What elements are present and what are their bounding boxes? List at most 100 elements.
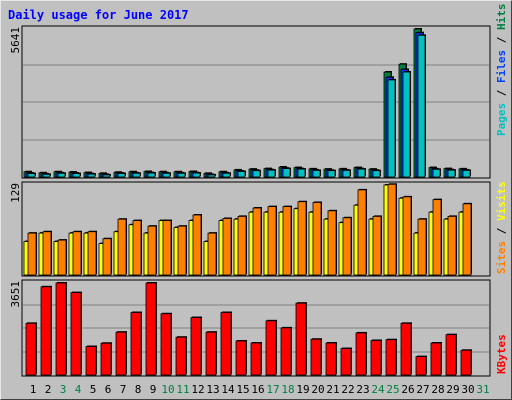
bar-kbytes-day-26 (400, 322, 412, 376)
bar-sites-day-13 (207, 232, 217, 276)
legend-part: Sites (495, 241, 508, 274)
x-tick-label-day-3: 3 (60, 383, 67, 396)
bar-sites-day-4 (72, 231, 82, 276)
x-tick-label-day-11: 11 (176, 383, 189, 396)
bar-sites-day-14 (222, 218, 232, 276)
bar-sites-day-8 (132, 220, 142, 276)
max-label-kbytes: 3651 (9, 281, 22, 308)
bar-pages-day-7 (117, 173, 126, 178)
bar-kbytes-day-21 (325, 342, 337, 376)
bar-sites-day-17 (267, 206, 277, 276)
bar-kbytes-day-3 (55, 282, 67, 376)
bar-sites-day-7 (117, 218, 127, 276)
bar-pages-day-24 (372, 170, 381, 178)
bar-kbytes-day-6 (100, 342, 112, 376)
x-tick-label-day-10: 10 (161, 383, 174, 396)
bar-pages-day-27 (417, 34, 426, 178)
bar-kbytes-day-13 (205, 331, 217, 376)
bar-kbytes-day-2 (40, 286, 52, 376)
bar-sites-day-27 (417, 218, 427, 276)
legend-kbytes: KBytes (495, 334, 508, 374)
x-tick-label-day-23: 23 (356, 383, 369, 396)
x-tick-label-day-17: 17 (266, 383, 279, 396)
bar-kbytes-day-14 (220, 312, 232, 376)
x-tick-label-day-29: 29 (446, 383, 459, 396)
x-tick-label-day-7: 7 (120, 383, 127, 396)
legend-part: Visits (495, 181, 508, 221)
bar-pages-day-9 (147, 172, 156, 178)
x-tick-label-day-30: 30 (461, 383, 474, 396)
bar-sites-day-16 (252, 207, 262, 276)
bar-pages-day-22 (342, 170, 351, 178)
x-tick-label-day-6: 6 (105, 383, 112, 396)
bar-kbytes-day-7 (115, 331, 127, 376)
chart-title: Daily usage for June 2017 (8, 8, 189, 22)
bar-kbytes-day-30 (460, 349, 472, 376)
x-tick-label-day-9: 9 (150, 383, 157, 396)
legend-part: Pages (495, 103, 508, 136)
legend-part: / (495, 83, 508, 103)
bar-sites-day-20 (312, 202, 322, 276)
legend-part: KBytes (495, 334, 508, 374)
bar-sites-day-2 (42, 231, 52, 276)
x-axis-day-labels: 1 2 3 4 5 6 7 8 9 10 11 12 13 14 15 16 17 18 19 20 21 22 23 24 2… (30, 383, 490, 396)
bar-pages-day-14 (222, 172, 231, 178)
legend-part: Files (495, 50, 508, 83)
x-tick-label-day-19: 19 (296, 383, 309, 396)
bar-pages-day-13 (207, 174, 216, 178)
bar-kbytes-day-4 (70, 292, 82, 376)
x-tick-label-day-13: 13 (206, 383, 219, 396)
bar-pages-day-29 (447, 169, 456, 178)
legend-pages-files-hits: Pages / Files / Hits (495, 4, 508, 137)
x-tick-label-day-2: 2 (45, 383, 52, 396)
bar-kbytes-day-20 (310, 338, 322, 376)
bar-pages-day-5 (87, 173, 96, 178)
x-tick-label-day-14: 14 (221, 383, 235, 396)
bar-sites-day-6 (102, 238, 112, 276)
x-tick-label-day-25: 25 (386, 383, 399, 396)
bar-sites-day-19 (297, 201, 307, 276)
bar-pages-day-10 (162, 172, 171, 178)
x-tick-label-day-26: 26 (401, 383, 414, 396)
bar-kbytes-day-27 (415, 356, 427, 376)
bar-sites-day-15 (237, 215, 247, 276)
bar-sites-day-22 (342, 217, 352, 276)
bar-sites-day-9 (147, 225, 157, 276)
bar-sites-day-28 (432, 199, 442, 276)
bar-kbytes-day-12 (190, 317, 202, 376)
legend-part: / (495, 221, 508, 241)
x-tick-label-day-15: 15 (236, 383, 249, 396)
legend-part: Hits (495, 4, 508, 31)
bar-kbytes-day-28 (430, 342, 442, 376)
bar-pages-day-4 (72, 173, 81, 178)
x-tick-label-day-28: 28 (431, 383, 444, 396)
bar-kbytes-day-17 (265, 320, 277, 376)
bar-pages-day-1 (27, 173, 36, 178)
bar-sites-day-18 (282, 206, 292, 276)
bar-kbytes-day-24 (370, 340, 382, 376)
bar-pages-day-30 (462, 170, 471, 178)
bar-pages-day-25 (387, 79, 396, 178)
bar-pages-day-12 (192, 172, 201, 178)
legend-sites-visits: Sites / Visits (495, 181, 508, 274)
bar-sites-day-3 (57, 239, 67, 276)
bar-sites-day-24 (372, 215, 382, 276)
bar-marks (23, 28, 472, 376)
bar-sites-day-12 (192, 214, 202, 276)
max-label-hits: 5641 (9, 27, 22, 54)
x-tick-label-day-27: 27 (416, 383, 429, 396)
bar-pages-day-16 (252, 170, 261, 178)
x-tick-label-day-16: 16 (251, 383, 264, 396)
bar-sites-day-1 (27, 232, 37, 276)
bar-pages-day-19 (297, 168, 306, 178)
bar-kbytes-day-15 (235, 340, 247, 376)
bar-kbytes-day-5 (85, 346, 97, 376)
bar-kbytes-day-11 (175, 336, 187, 376)
bar-pages-day-18 (282, 168, 291, 178)
x-tick-label-day-8: 8 (135, 383, 142, 396)
bar-pages-day-28 (432, 168, 441, 178)
bar-pages-day-11 (177, 172, 186, 178)
bar-sites-day-5 (87, 231, 97, 276)
bar-kbytes-day-29 (445, 334, 457, 376)
